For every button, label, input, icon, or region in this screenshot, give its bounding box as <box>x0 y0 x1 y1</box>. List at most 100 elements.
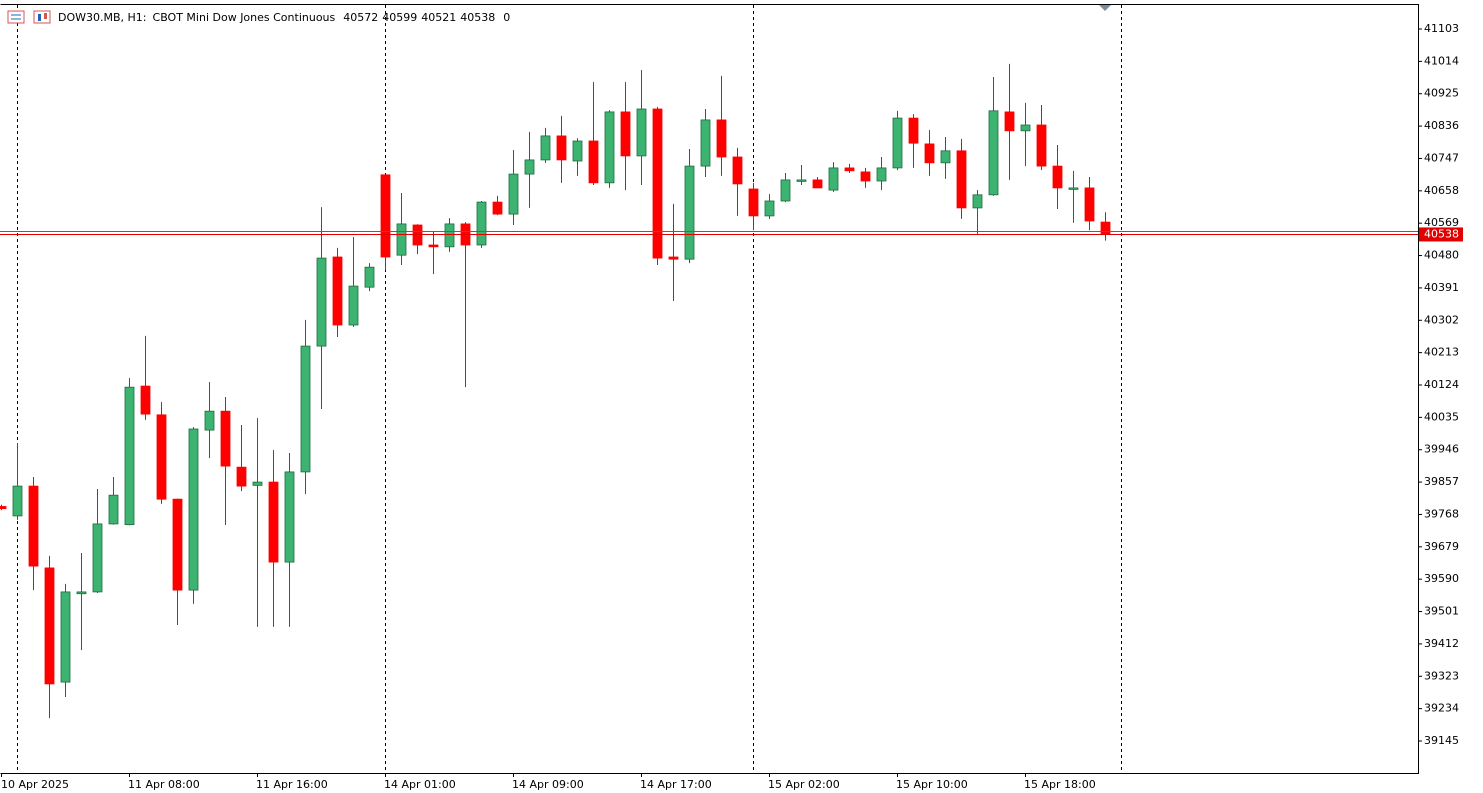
price-tag <box>1419 227 1463 242</box>
header: DOW30.MB, H1: CBOT Mini Dow Jones Continu… <box>7 10 510 24</box>
x-tick-label: 14 Apr 17:00 <box>640 778 712 791</box>
y-tick-label: 40302 <box>1424 313 1459 326</box>
candle-body <box>764 200 775 217</box>
y-tick-label: 40836 <box>1424 119 1459 132</box>
candle-body <box>524 159 535 175</box>
candle-body <box>844 167 855 172</box>
header-field: 40599 <box>382 11 417 24</box>
x-tick-label: 15 Apr 10:00 <box>896 778 968 791</box>
candle-body <box>732 156 743 185</box>
candle-body <box>588 140 599 184</box>
y-tick-label: 40658 <box>1424 184 1459 197</box>
header-field: 40521 <box>421 11 456 24</box>
candle-body <box>492 201 503 215</box>
candle-body <box>1020 124 1031 132</box>
period-separators <box>17 5 1122 773</box>
candle-body <box>92 523 103 593</box>
candle-body <box>604 111 615 184</box>
y-tick-label: 40035 <box>1424 410 1459 423</box>
y-tick-label: 40747 <box>1424 151 1459 164</box>
candle-body <box>780 179 791 202</box>
candle-body <box>556 135 567 161</box>
candle-body <box>156 414 167 500</box>
y-tick-label: 39590 <box>1424 572 1459 585</box>
candle-body <box>1036 124 1047 167</box>
candle-body <box>860 171 871 182</box>
y-tick-label: 41014 <box>1424 54 1459 67</box>
candle-body <box>44 567 55 685</box>
candle-body <box>188 428 199 591</box>
candle-body <box>748 188 759 217</box>
candle-body <box>220 410 231 467</box>
candle-body <box>444 223 455 248</box>
candle-body <box>716 119 727 158</box>
header-field: CBOT Mini Dow Jones Continuous <box>153 11 336 24</box>
x-tick-label: 15 Apr 02:00 <box>768 778 840 791</box>
y-tick-label: 40480 <box>1424 249 1459 262</box>
candle-body <box>796 179 807 182</box>
candle-body <box>988 110 999 196</box>
candle-body <box>172 498 183 591</box>
candle-body <box>572 140 583 162</box>
candle-body <box>364 266 375 288</box>
candle-body <box>60 591 71 683</box>
candle-body <box>700 119 711 167</box>
header-field: 0 <box>503 11 510 24</box>
y-tick-label: 39323 <box>1424 669 1459 682</box>
chart-icon[interactable] <box>33 10 51 24</box>
candle-body <box>1004 111 1015 132</box>
y-tick-label: 40925 <box>1424 87 1459 100</box>
candle-body <box>380 174 391 258</box>
candle-body <box>812 179 823 189</box>
candle-body <box>396 223 407 256</box>
candle-body <box>204 410 215 431</box>
candle-body <box>332 256 343 326</box>
candle-body <box>1084 187 1095 222</box>
y-tick-label: 40569 <box>1424 216 1459 229</box>
x-tick-label: 14 Apr 09:00 <box>512 778 584 791</box>
x-tick-label: 11 Apr 08:00 <box>128 778 200 791</box>
candle-body <box>668 256 679 260</box>
candle-body <box>316 257 327 347</box>
candle-body <box>828 167 839 191</box>
candle-body <box>0 506 7 510</box>
candle-body <box>540 135 551 161</box>
candle-body <box>140 385 151 415</box>
candle-body <box>268 481 279 563</box>
y-tick-label: 40124 <box>1424 378 1459 391</box>
candle-body <box>1052 165 1063 189</box>
x-tick-label: 11 Apr 16:00 <box>256 778 328 791</box>
candle-body <box>908 117 919 144</box>
y-tick-label: 41103 <box>1424 22 1459 35</box>
candle-body <box>940 150 951 164</box>
icon-bar <box>38 14 41 21</box>
price-label: 40538 <box>1424 227 1459 240</box>
y-tick-label: 40391 <box>1424 281 1459 294</box>
menu-icon[interactable] <box>7 10 25 24</box>
x-tick-label: 15 Apr 18:00 <box>1024 778 1096 791</box>
candle-body <box>284 471 295 563</box>
candle-body <box>236 466 247 487</box>
y-tick-label: 40213 <box>1424 346 1459 359</box>
y-tick-label: 39412 <box>1424 637 1459 650</box>
candles <box>0 63 1111 719</box>
header-field: 40572 <box>343 11 378 24</box>
candle-body <box>76 591 87 595</box>
candle-body <box>892 117 903 169</box>
shift-marker <box>1099 5 1111 11</box>
candle-body <box>956 150 967 209</box>
icon-bar <box>44 13 47 19</box>
y-tick-label: 39501 <box>1424 605 1459 618</box>
plot-border <box>0 4 1419 774</box>
candle-body <box>12 485 23 517</box>
y-tick-label: 39857 <box>1424 475 1459 488</box>
candle-body <box>108 494 119 525</box>
candle-body <box>348 285 359 326</box>
candle-body <box>652 108 663 259</box>
x-tick-label: 10 Apr 2025 <box>1 778 69 791</box>
candle-body <box>620 111 631 157</box>
y-tick-label: 39679 <box>1424 540 1459 553</box>
y-tick-label: 39768 <box>1424 507 1459 520</box>
